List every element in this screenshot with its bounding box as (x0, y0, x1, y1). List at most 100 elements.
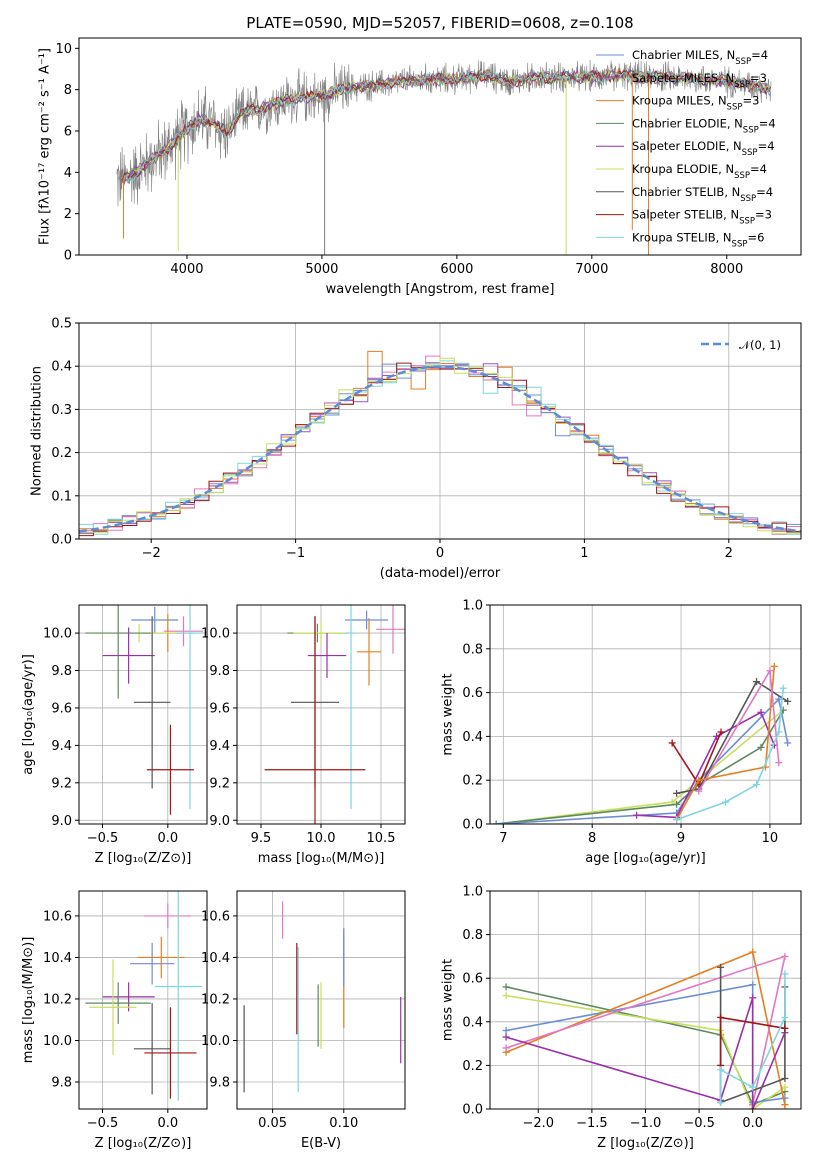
panel-EBV-mass: 0.05 0.10 9.8 10.0 10.2 10.4 10.6 E(B-V) (201, 890, 406, 1151)
x-axis-label: Z [log₁₀(Z/Z⊙)] (95, 1136, 192, 1151)
x-tick-label: 10 (762, 831, 779, 846)
plot-layer: Chabrier MILES, NSSP=4 Salpeter MILES, NS… (21, 37, 802, 1151)
axes-frame (78, 604, 208, 825)
legend: 𝒩(0, 1) (701, 338, 781, 352)
y-tick-label: 0.2 (462, 774, 483, 789)
x-axis-label: Z [log₁₀(Z/Z⊙)] (95, 851, 192, 866)
gaussian-curve (79, 365, 801, 533)
y-tick-label: 0.6 (462, 972, 483, 987)
y-tick-label: 10.0 (201, 627, 230, 642)
panel-age-weight: 7 8 9 10 0.0 0.2 0.4 0.6 0.8 1.0 age [log₁₀(age/yr… (440, 599, 802, 866)
y-tick-label: 9.4 (51, 739, 72, 754)
legend: Chabrier MILES, NSSP=4 Salpeter MILES, NS… (596, 48, 776, 249)
y-axis-label: mass weight (440, 959, 455, 1041)
y-tick-label: 10.4 (201, 951, 230, 966)
y-tick-label: 0.0 (462, 818, 483, 833)
model-spectrum (122, 69, 771, 181)
x-tick-label: 4000 (170, 262, 203, 277)
panel-Z-mass: −0.5 0.0 9.8 10.0 10.2 10.4 10.6 Z [log₁₀(Z/Z⊙)… (21, 890, 208, 1151)
y-tick-label: 0 (64, 249, 72, 264)
y-tick-label: 0.3 (51, 403, 72, 418)
axes-frame (78, 890, 208, 1110)
model-spectrum (121, 68, 772, 179)
y-tick-label: 4 (64, 166, 72, 181)
plot-area (116, 59, 772, 255)
x-tick-label: 0 (436, 546, 444, 561)
plot-area (85, 605, 204, 815)
x-tick-label: 8000 (710, 262, 743, 277)
x-tick-label: 0.10 (329, 1116, 358, 1131)
y-axis-label: age [log₁₀(age/yr)] (21, 654, 36, 775)
y-tick-label: 9.8 (51, 664, 72, 679)
y-tick-label: 10.0 (43, 627, 72, 642)
legend-label: Chabrier ELODIE, NSSP=4 (632, 116, 776, 135)
legend-label: 𝒩(0, 1) (739, 338, 781, 352)
y-tick-label: 10.6 (43, 909, 72, 924)
x-tick-label: 0.05 (258, 1116, 287, 1131)
model-spectrum (123, 69, 772, 183)
y-tick-label: 10.4 (43, 951, 72, 966)
y-axis-label: Normed distribution (29, 366, 44, 496)
x-tick-label: 6000 (440, 262, 473, 277)
x-tick-label: 5000 (305, 262, 338, 277)
figure-title: PLATE=0590, MJD=52057, FIBERID=0608, z=0… (246, 14, 633, 32)
y-tick-label: 0.8 (462, 642, 483, 657)
y-tick-label: 9.4 (209, 739, 230, 754)
x-tick-label: −2 (142, 546, 161, 561)
x-tick-label: 0.0 (742, 1116, 763, 1131)
x-axis-label: E(B-V) (301, 1136, 341, 1151)
x-tick-label: −0.5 (683, 1116, 715, 1131)
y-tick-label: 0.2 (51, 446, 72, 461)
y-tick-label: 1.0 (462, 885, 483, 900)
y-tick-label: 10.0 (201, 1034, 230, 1049)
weight-series-line (496, 709, 784, 824)
y-tick-label: 0.8 (462, 928, 483, 943)
y-tick-label: 0.1 (51, 489, 72, 504)
x-tick-label: 7000 (575, 262, 608, 277)
plot-area (492, 662, 792, 824)
y-tick-label: 9.0 (51, 814, 72, 829)
x-tick-label: 9 (677, 831, 685, 846)
axes-frame (78, 37, 802, 256)
y-tick-label: 0.5 (51, 317, 72, 332)
y-tick-label: 0.6 (462, 686, 483, 701)
y-tick-label: 9.8 (209, 1076, 230, 1091)
y-tick-label: 9.6 (51, 701, 72, 716)
x-tick-label: 10.0 (307, 831, 336, 846)
x-axis-label: age [log₁₀(age/yr)] (585, 851, 706, 866)
x-tick-label: 9.5 (251, 831, 272, 846)
weight-series-line (636, 711, 776, 819)
y-tick-label: 1.0 (462, 599, 483, 614)
y-axis-label: mass [log₁₀(M/M⊙)] (21, 937, 36, 1064)
legend-label: Kroupa STELIB, NSSP=6 (632, 230, 764, 249)
x-tick-label: 0.0 (157, 1116, 178, 1131)
x-tick-label: −1.0 (630, 1116, 662, 1131)
panel-residual-histogram: 𝒩(0, 1) −2 −1 0 1 2 0.0 0.1 0.2 0.3 0.4 0.5 (data-mo… (29, 317, 802, 581)
x-tick-label: 8 (588, 831, 596, 846)
legend-label: Salpeter ELODIE, NSSP=4 (632, 139, 775, 158)
legend-label: Chabrier STELIB, NSSP=4 (632, 185, 773, 204)
y-tick-label: 9.6 (209, 701, 230, 716)
y-tick-label: 0.4 (51, 360, 72, 375)
y-tick-label: 0.4 (462, 730, 483, 745)
y-tick-label: 0.4 (462, 1015, 483, 1030)
x-tick-label: −1 (286, 546, 305, 561)
y-tick-label: 8 (64, 83, 72, 98)
x-axis-label: wavelength [Angstrom, rest frame] (326, 282, 555, 297)
y-tick-label: 9.2 (209, 776, 230, 791)
y-tick-label: 9.8 (209, 664, 230, 679)
plot-area (79, 350, 801, 537)
y-tick-label: 6 (64, 125, 72, 140)
y-tick-label: 10.2 (43, 992, 72, 1007)
legend-label: Salpeter STELIB, NSSP=3 (632, 208, 772, 227)
y-tick-label: 9.8 (51, 1076, 72, 1091)
y-tick-label: 2 (64, 207, 72, 222)
y-tick-label: 10.6 (201, 909, 230, 924)
plot-area (85, 891, 202, 1101)
x-tick-label: −0.5 (87, 831, 119, 846)
residual-histogram-series (79, 362, 801, 537)
legend-label: Kroupa ELODIE, NSSP=4 (632, 162, 767, 181)
y-tick-label: 0.0 (462, 1103, 483, 1118)
y-axis-label: mass weight (440, 673, 455, 755)
y-tick-label: 9.0 (209, 814, 230, 829)
